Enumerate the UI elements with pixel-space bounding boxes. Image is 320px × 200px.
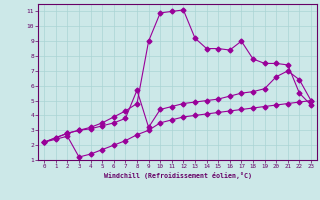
- X-axis label: Windchill (Refroidissement éolien,°C): Windchill (Refroidissement éolien,°C): [104, 172, 252, 179]
